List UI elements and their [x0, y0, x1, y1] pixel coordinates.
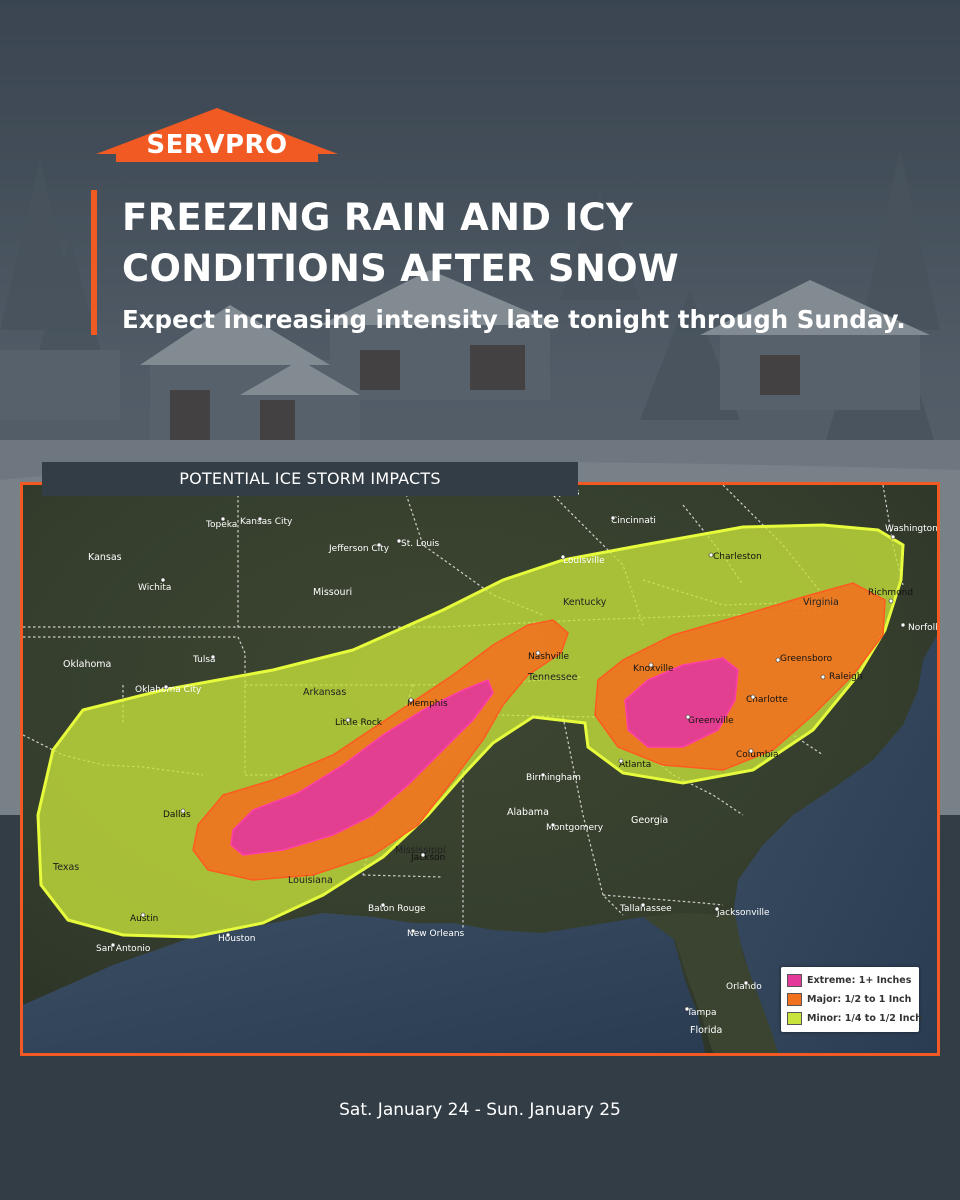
city-jefferson-city: Jefferson City: [328, 544, 390, 554]
subheadline: Expect increasing intensity late tonight…: [122, 305, 906, 334]
city-washington: Washington: [885, 524, 937, 534]
city-oklahoma-city: Oklahoma City: [135, 685, 202, 695]
city-columbia: Columbia: [736, 750, 779, 760]
city-topeka: Topeka: [205, 520, 237, 530]
state-label-missouri: Missouri: [313, 587, 352, 598]
city-raleigh: Raleigh: [829, 672, 863, 682]
city-austin: Austin: [130, 914, 158, 924]
city-greensboro: Greensboro: [780, 654, 833, 664]
state-label-oklahoma: Oklahoma: [63, 659, 111, 670]
city-greenville: Greenville: [688, 716, 734, 726]
city-houston: Houston: [218, 934, 255, 944]
legend-row-minor: Minor: 1/4 to 1/2 Inch: [787, 1010, 922, 1026]
city-charleston: Charleston: [713, 552, 762, 562]
headline-accent-bar: [91, 190, 97, 335]
state-label-florida: Florida: [690, 1025, 722, 1036]
city-tampa: Tampa: [686, 1008, 717, 1018]
legend-swatch-extreme: [787, 973, 802, 987]
florida-peninsula: [643, 913, 778, 1053]
state-label-georgia: Georgia: [631, 815, 668, 826]
logo-text: SERVPRO: [146, 130, 287, 160]
state-label-mississippi: Mississippi: [395, 845, 446, 856]
city-wichita: Wichita: [138, 583, 171, 593]
gulf-of-mexico: [23, 913, 705, 1053]
city-san-antonio: San Antonio: [96, 944, 151, 954]
legend-swatch-major: [787, 992, 802, 1006]
state-label-virginia: Virginia: [803, 597, 839, 608]
state-labels: Kansas Missouri Kentucky Virginia Oklaho…: [52, 552, 839, 1036]
state-label-arkansas: Arkansas: [303, 687, 346, 698]
impact-zones: [36, 523, 905, 939]
map-title: POTENTIAL ICE STORM IMPACTS: [42, 462, 578, 496]
extreme-zone-west: [230, 679, 494, 856]
state-label-alabama: Alabama: [507, 807, 549, 818]
city-baton-rouge: Baton Rouge: [368, 904, 426, 914]
city-jacksonville: Jacksonville: [716, 908, 770, 918]
date-range: Sat. January 24 - Sun. January 25: [339, 1100, 621, 1120]
city-little-rock: Little Rock: [335, 718, 383, 728]
ice-storm-map: Kansas Missouri Kentucky Virginia Oklaho…: [20, 482, 940, 1056]
map-legend: Extreme: 1+ Inches Major: 1/2 to 1 Inch …: [781, 967, 922, 1032]
legend-row-extreme: Extreme: 1+ Inches: [787, 972, 911, 988]
legend-label-major: Major: 1/2 to 1 Inch: [807, 993, 912, 1005]
city-cincinnati: Cincinnati: [611, 516, 656, 526]
city-knoxville: Knoxville: [633, 664, 674, 674]
city-louisville: Louisville: [563, 556, 605, 566]
map-canvas: Kansas Missouri Kentucky Virginia Oklaho…: [23, 485, 937, 1053]
city-tulsa: Tulsa: [192, 655, 216, 665]
city-birmingham: Birmingham: [526, 773, 581, 783]
city-new-orleans: New Orleans: [407, 929, 465, 939]
city-memphis: Memphis: [407, 699, 448, 709]
headline-line-1: FREEZING RAIN AND ICY: [122, 196, 634, 239]
state-label-texas: Texas: [52, 862, 79, 873]
extreme-zone-east: [624, 657, 739, 748]
city-tallahassee: Tallahassee: [619, 904, 672, 914]
city-charlotte: Charlotte: [746, 695, 788, 705]
city-kansas-city: Kansas City: [240, 517, 293, 527]
city-st-louis: St. Louis: [401, 539, 440, 549]
atlantic-ocean: [733, 635, 937, 1053]
legend-row-major: Major: 1/2 to 1 Inch: [787, 991, 911, 1007]
state-label-kentucky: Kentucky: [563, 597, 607, 608]
city-orlando: Orlando: [726, 982, 762, 992]
legend-label-extreme: Extreme: 1+ Inches: [807, 974, 912, 986]
legend-swatch-minor: [787, 1011, 802, 1025]
city-markers: [110, 515, 906, 1012]
city-montgomery: Montgomery: [546, 823, 604, 833]
city-nashville: Nashville: [528, 652, 569, 662]
city-dallas: Dallas: [163, 810, 191, 820]
legend-label-minor: Minor: 1/4 to 1/2 Inch: [807, 1012, 922, 1024]
city-norfolk: Norfolk: [908, 623, 937, 633]
headline-line-2: CONDITIONS AFTER SNOW: [122, 247, 679, 290]
headline: FREEZING RAIN AND ICY CONDITIONS AFTER S…: [122, 192, 922, 294]
city-atlanta: Atlanta: [619, 760, 651, 770]
city-labels: Topeka Kansas City Jefferson City St. Lo…: [96, 488, 937, 1018]
state-label-tennessee: Tennessee: [527, 672, 578, 683]
state-label-kansas: Kansas: [88, 552, 122, 563]
city-jackson: Jackson: [410, 853, 445, 863]
servpro-logo: SERVPRO: [96, 108, 338, 162]
city-richmond: Richmond: [868, 588, 913, 598]
state-label-louisiana: Louisiana: [288, 875, 333, 886]
